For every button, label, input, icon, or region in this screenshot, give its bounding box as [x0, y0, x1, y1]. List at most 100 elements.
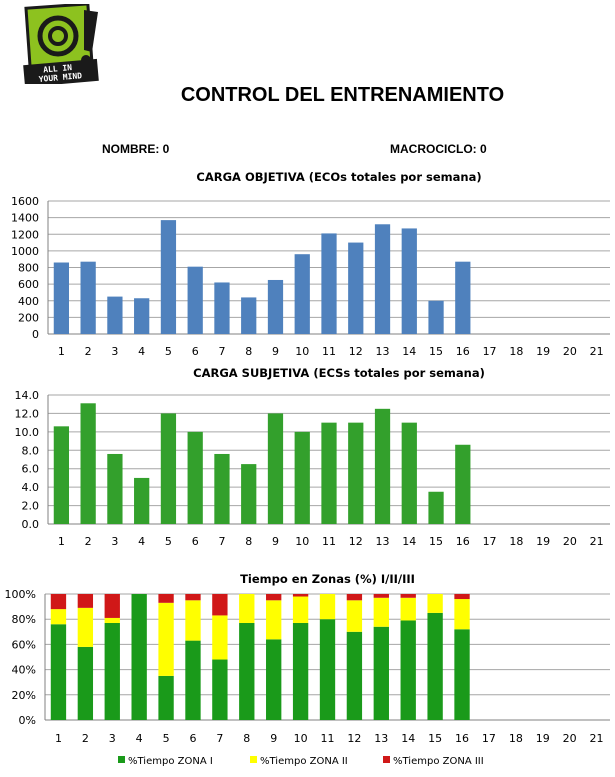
chart3-bar-zona3: [454, 594, 470, 600]
nombre-field: NOMBRE: 0: [102, 142, 169, 156]
page-title: CONTROL DEL ENTRENAMIENTO: [180, 84, 505, 106]
chart3-bar-zona1: [454, 629, 470, 720]
legend-label-zona2: %Tiempo ZONA II: [260, 756, 348, 767]
chart2-bar: [134, 477, 150, 524]
chart1-ytick-label: 1600: [11, 195, 39, 208]
chart3-bar-zona1: [319, 619, 336, 720]
chart1-bar: [214, 282, 230, 334]
chart3-bar-zona3: [104, 594, 120, 618]
chart3-ytick-label: 0%: [19, 714, 36, 727]
chart3-bar-zona2: [104, 617, 120, 623]
legend-label-zona3: %Tiempo ZONA III: [393, 756, 484, 767]
chart3-bar-zona1: [212, 659, 228, 720]
chart2-xtick-label: 16: [456, 535, 470, 548]
chart3-bar-zona2: [212, 615, 228, 660]
chart2-title: CARGA SUBJETIVA (ECSs totales por semana…: [193, 366, 485, 380]
logo-text-line2: YOUR MIND: [38, 71, 82, 84]
chart1-xtick-label: 9: [272, 345, 279, 358]
chart3-xtick-label: 14: [401, 732, 415, 745]
chart2-xtick-label: 2: [85, 535, 92, 548]
chart3-xtick-label: 1: [55, 732, 62, 745]
chart3-bar-zona1: [292, 622, 309, 720]
chart2-bar: [214, 453, 230, 524]
chart3-bar-zona2: [158, 602, 174, 676]
chart3-bar-zona2: [50, 609, 67, 625]
chart2-bar: [401, 422, 417, 524]
chart2-xtick-label: 6: [192, 535, 199, 548]
chart1-bar: [455, 261, 471, 334]
chart3-bar-zona1: [266, 639, 282, 720]
chart3-xtick-label: 13: [374, 732, 388, 745]
legend-swatch-zona2: [250, 756, 257, 763]
chart3-bar-zona1: [427, 612, 443, 720]
chart2-bar: [455, 444, 471, 524]
chart3-bar-zona2: [319, 594, 336, 620]
chart3-xtick-label: 11: [321, 732, 335, 745]
chart1-xtick-label: 15: [429, 345, 443, 358]
chart3-ytick-label: 20%: [12, 689, 36, 702]
chart3-bar-zona2: [346, 600, 363, 632]
chart2-ytick-label: 4.0: [22, 481, 40, 494]
chart2-xtick-label: 13: [376, 535, 390, 548]
chart2-xtick-label: 8: [245, 535, 252, 548]
chart3-xtick-label: 18: [509, 732, 523, 745]
chart1-title: CARGA OBJETIVA (ECOs totales por semana): [196, 170, 481, 184]
chart2-xtick-label: 12: [349, 535, 363, 548]
chart2-ytick-label: 2.0: [22, 500, 40, 513]
chart3-bar-zona1: [104, 622, 120, 720]
chart3-xtick-label: 20: [563, 732, 577, 745]
chart1-bar: [321, 233, 337, 334]
chart3-xtick-label: 9: [270, 732, 277, 745]
macrociclo-label: MACROCICLO:: [390, 142, 477, 156]
chart3-ytick-label: 100%: [5, 588, 36, 601]
chart2-bar: [374, 408, 391, 524]
chart3-bar-zona1: [373, 626, 389, 720]
chart3-bar-zona2: [266, 600, 282, 640]
chart3-xtick-label: 7: [216, 732, 223, 745]
chart2-ytick-label: 8.0: [22, 444, 40, 457]
chart2-ytick-label: 0.0: [22, 518, 40, 531]
chart3-bar-zona3: [346, 594, 363, 601]
chart1-bar: [241, 297, 257, 334]
chart3-bar-zona1: [185, 640, 201, 720]
chart1-xtick-label: 2: [85, 345, 92, 358]
chart3-bar-zona3: [212, 594, 228, 616]
chart3-bar-zona1: [239, 622, 255, 720]
legend-swatch-zona3: [383, 756, 390, 763]
chart1-bar: [80, 261, 96, 334]
chart3-bar-zona2: [400, 597, 416, 621]
chart3-xtick-label: 17: [482, 732, 496, 745]
chart3-title: Tiempo en Zonas (%) I/II/III: [240, 572, 415, 586]
logo: ALL IN YOUR MIND: [23, 4, 99, 84]
chart3-xtick-label: 4: [136, 732, 143, 745]
chart2-xtick-label: 14: [402, 535, 416, 548]
chart3-bar-zona2: [239, 594, 255, 623]
chart3-bar-zona3: [266, 594, 282, 601]
chart1-xtick-label: 3: [111, 345, 118, 358]
chart3-bar-zona1: [346, 631, 363, 720]
chart1-ytick-label: 600: [18, 278, 39, 291]
chart1-ytick-label: 200: [18, 311, 39, 324]
chart2-xtick-label: 17: [483, 535, 497, 548]
chart3-xtick-label: 3: [109, 732, 116, 745]
chart1-ytick-label: 1400: [11, 212, 39, 225]
chart1-ytick-label: 0: [32, 328, 39, 341]
chart2-ytick-label: 14.0: [15, 389, 40, 402]
chart1-xtick-label: 6: [192, 345, 199, 358]
chart2-xtick-label: 21: [590, 535, 604, 548]
logo-spiral: [37, 15, 79, 57]
chart2-bar: [321, 422, 337, 524]
chart3-bar-zona1: [131, 594, 147, 720]
chart3-xtick-label: 21: [590, 732, 604, 745]
chart1-xtick-label: 16: [456, 345, 470, 358]
chart1-bar: [348, 242, 364, 334]
chart3-bar-zona1: [77, 646, 94, 720]
chart1-bar: [267, 279, 284, 334]
legend-label-zona1: %Tiempo ZONA I: [128, 756, 213, 767]
chart1-xtick-label: 11: [322, 345, 336, 358]
chart3-xtick-label: 10: [294, 732, 308, 745]
logo-spiral-inner: [48, 26, 68, 46]
chart3-bar-zona3: [400, 594, 416, 598]
chart2-bar: [160, 413, 177, 524]
chart1-xtick-label: 18: [509, 345, 523, 358]
